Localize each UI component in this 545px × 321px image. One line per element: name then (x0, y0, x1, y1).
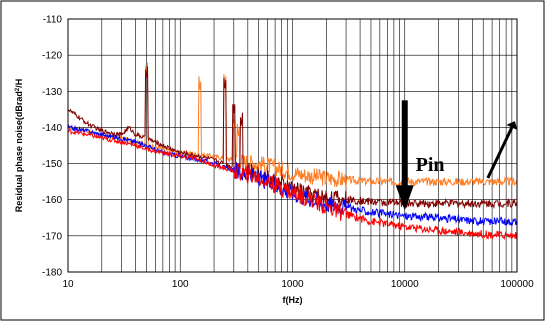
y-axis-label: Residual phase noise(dBrad2/H (14, 79, 24, 212)
annotation-group: Pin (395, 100, 518, 211)
y-tick-label: -160 (42, 195, 62, 206)
x-tick-label: 100000 (500, 279, 534, 290)
diagonal-arrow-shaft (486, 126, 514, 179)
y-tick-label: -130 (42, 87, 62, 98)
y-tick-label: -150 (42, 159, 62, 170)
y-tick-label: -110 (43, 15, 63, 26)
pin-annotation-label: Pin (416, 154, 445, 176)
series-line (67, 128, 518, 241)
series-line (67, 66, 518, 210)
x-tick-label: 1000 (281, 279, 304, 290)
y-tick-label: -180 (42, 268, 62, 279)
plot-area-frame (67, 18, 518, 273)
x-tick-labels: 10 100 1000 10000 100000 (62, 279, 534, 290)
y-tick-label: -170 (42, 231, 62, 242)
down-arrow-head (395, 185, 414, 211)
series-group (67, 62, 518, 241)
x-axis-label: f(Hz) (283, 295, 303, 305)
down-arrow-shaft (401, 100, 408, 189)
diagonal-arrow-head (506, 121, 518, 131)
x-tick-label: 10000 (391, 279, 419, 290)
series-line (67, 123, 518, 227)
y-tick-labels: -110 -120 -130 -140 -150 -160 -170 -180 (42, 15, 62, 279)
y-tick-label: -140 (42, 123, 62, 134)
y-tick-label: -120 (42, 51, 62, 62)
x-tick-label: 100 (172, 279, 189, 290)
x-tick-label: 10 (62, 279, 74, 290)
